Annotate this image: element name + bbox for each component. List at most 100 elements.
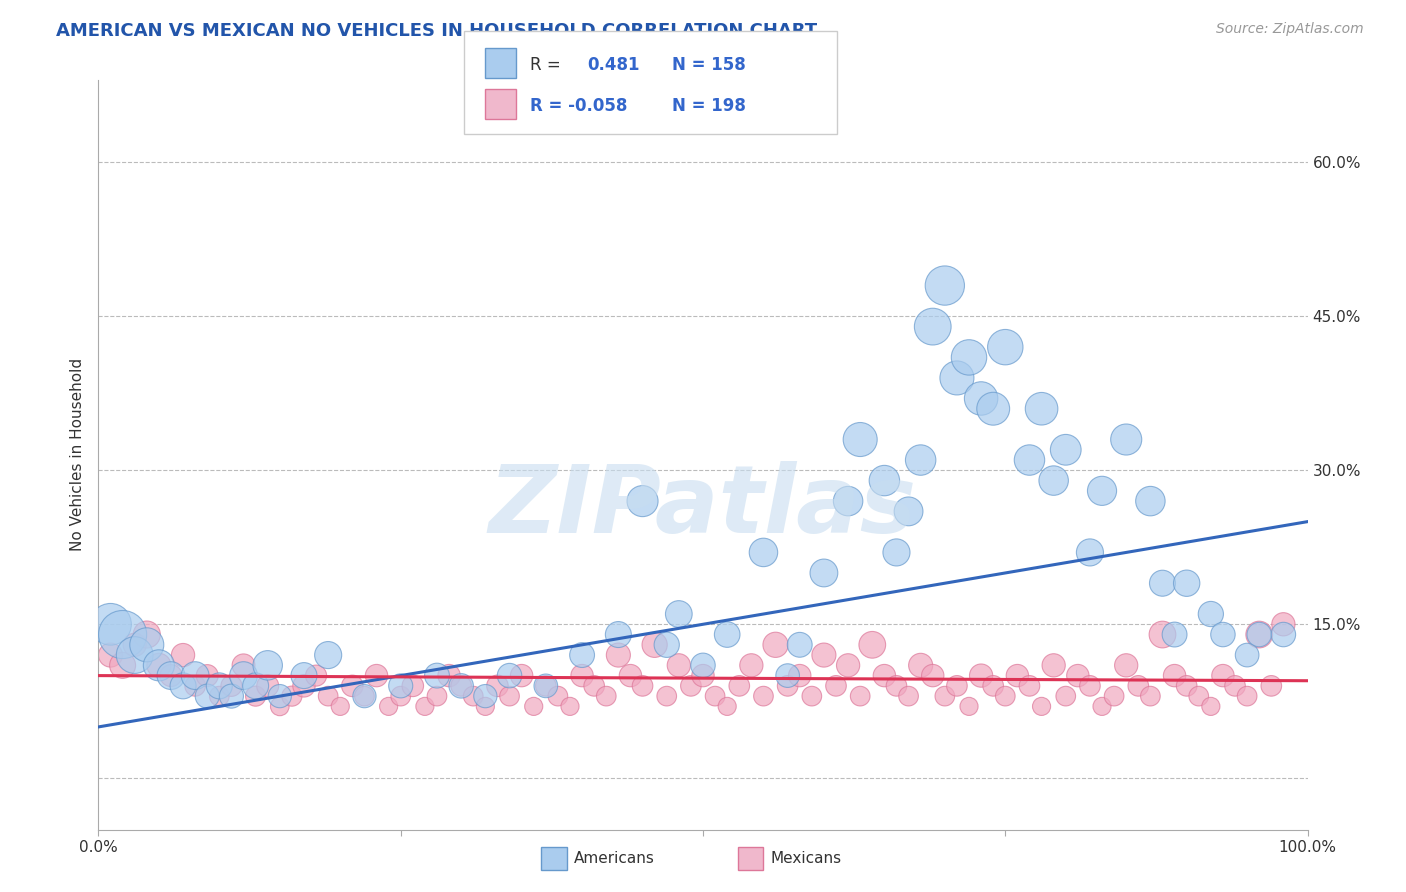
Point <box>668 607 690 621</box>
Point <box>208 679 231 693</box>
Point <box>100 617 122 632</box>
Text: N = 158: N = 158 <box>672 56 745 74</box>
Point <box>1212 668 1234 682</box>
Point <box>837 658 859 673</box>
Point <box>981 401 1004 416</box>
Point <box>256 679 278 693</box>
Point <box>160 668 183 682</box>
Point <box>631 494 654 508</box>
Point <box>946 371 969 385</box>
Point <box>910 658 932 673</box>
Point <box>1152 576 1174 591</box>
Point <box>619 668 641 682</box>
Point <box>1128 679 1150 693</box>
Point <box>981 679 1004 693</box>
Point <box>1054 689 1077 703</box>
Point <box>849 433 872 447</box>
Point <box>1007 668 1029 682</box>
Point <box>377 699 399 714</box>
Point <box>644 638 666 652</box>
Text: Americans: Americans <box>574 852 655 866</box>
Point <box>463 689 485 703</box>
Text: Source: ZipAtlas.com: Source: ZipAtlas.com <box>1216 22 1364 37</box>
Point <box>1223 679 1246 693</box>
Point <box>692 668 714 682</box>
Point <box>221 679 243 693</box>
Point <box>221 689 243 703</box>
Point <box>111 627 134 641</box>
Point <box>292 668 315 682</box>
Point <box>208 689 231 703</box>
Point <box>195 668 218 682</box>
Point <box>184 679 207 693</box>
Point <box>704 689 727 703</box>
Point <box>245 679 267 693</box>
Y-axis label: No Vehicles in Household: No Vehicles in Household <box>70 359 86 551</box>
Point <box>523 699 546 714</box>
Point <box>789 668 811 682</box>
Point <box>1272 617 1295 632</box>
Point <box>353 689 375 703</box>
Point <box>195 689 218 703</box>
Point <box>1067 668 1090 682</box>
Point <box>269 689 291 703</box>
Point <box>498 668 520 682</box>
Point <box>655 638 678 652</box>
Point <box>607 648 630 662</box>
Point <box>595 689 617 703</box>
Point <box>1115 433 1137 447</box>
Point <box>776 679 799 693</box>
Point <box>910 453 932 467</box>
Text: N = 198: N = 198 <box>672 97 747 115</box>
Point <box>269 699 291 714</box>
Point <box>1031 699 1053 714</box>
Point <box>679 679 702 693</box>
Point <box>232 658 254 673</box>
Point <box>1018 679 1040 693</box>
Point <box>921 668 943 682</box>
Point <box>1139 494 1161 508</box>
Point <box>571 648 593 662</box>
Point <box>160 668 183 682</box>
Point <box>849 689 872 703</box>
Point <box>148 658 170 673</box>
Point <box>558 699 581 714</box>
Point <box>921 319 943 334</box>
Text: R = -0.058: R = -0.058 <box>530 97 627 115</box>
Point <box>825 679 848 693</box>
Point <box>534 679 557 693</box>
Text: Mexicans: Mexicans <box>770 852 842 866</box>
Point <box>765 638 787 652</box>
Point <box>413 699 436 714</box>
Point <box>316 648 339 662</box>
Point <box>1115 658 1137 673</box>
Point <box>1091 483 1114 498</box>
Point <box>886 679 908 693</box>
Point <box>970 392 993 406</box>
Point <box>583 679 606 693</box>
Point <box>873 474 896 488</box>
Point <box>813 566 835 580</box>
Point <box>886 545 908 559</box>
Point <box>1260 679 1282 693</box>
Point <box>1042 658 1064 673</box>
Point <box>1236 689 1258 703</box>
Point <box>571 668 593 682</box>
Point <box>389 679 412 693</box>
Point <box>1175 679 1198 693</box>
Point <box>716 699 738 714</box>
Point <box>426 668 449 682</box>
Point <box>1042 474 1064 488</box>
Point <box>1152 627 1174 641</box>
Point <box>111 658 134 673</box>
Point <box>366 668 388 682</box>
Point <box>860 638 883 652</box>
Point <box>245 689 267 703</box>
Point <box>1212 627 1234 641</box>
Point <box>232 668 254 682</box>
Point <box>474 689 496 703</box>
Point <box>1078 679 1101 693</box>
Point <box>607 627 630 641</box>
Point <box>668 658 690 673</box>
Point <box>1272 627 1295 641</box>
